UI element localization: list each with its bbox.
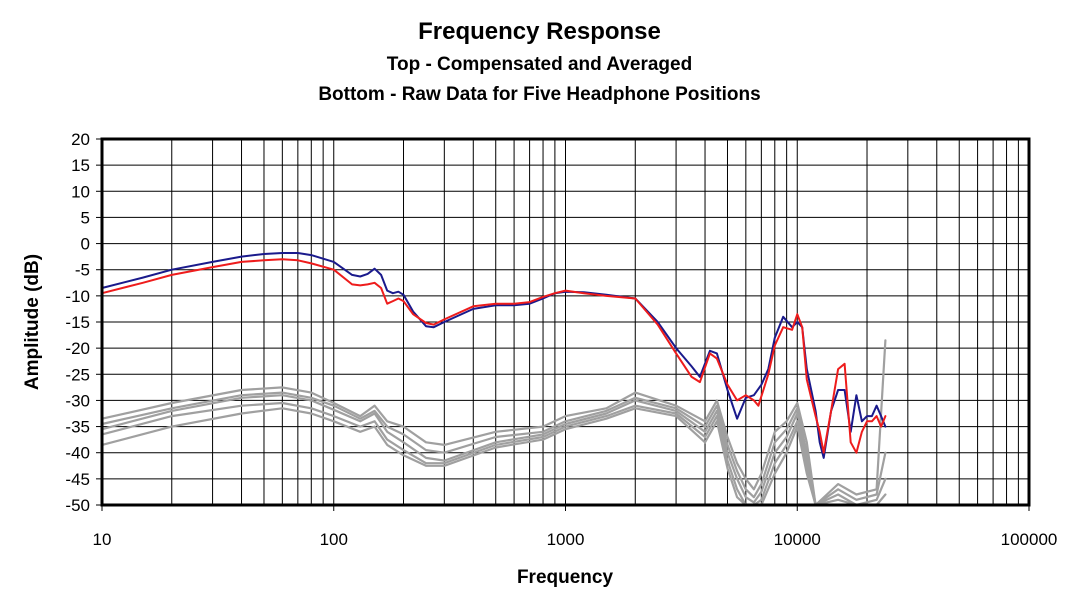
y-tick-label: -45 [65,470,90,489]
x-tick-label: 1000 [547,530,585,549]
y-tick-label: 10 [71,182,90,201]
y-tick-label: -25 [65,365,90,384]
grid-lines [101,138,1029,506]
x-tick-label: 100 [320,530,348,549]
averaged-series-line [101,258,887,454]
chart-subtitle-bottom: Bottom - Raw Data for Five Headphone Pos… [318,84,761,105]
y-tick-label: 15 [71,156,90,175]
x-tick-label: 10000 [774,530,821,549]
y-tick-label: -15 [65,313,90,332]
x-axis-ticks: 10 100 1000 10000 100000 [93,505,1058,549]
y-tick-label: -20 [65,339,90,358]
y-tick-label: 0 [81,235,90,254]
raw-data-series-line [100,407,887,507]
y-tick-label: 20 [71,130,90,149]
x-axis-label: Frequency [517,567,614,588]
series-layer [100,252,887,507]
y-tick-label: -40 [65,444,90,463]
y-tick-label: -50 [65,496,90,515]
x-tick-label: 10 [93,530,112,549]
raw-data-series-line [100,401,887,507]
y-tick-label: -10 [65,287,90,306]
raw-data-series-line [100,394,887,507]
y-tick-label: -5 [75,261,90,280]
y-axis-label: Amplitude (dB) [22,254,43,390]
raw-data-series-line [100,339,887,507]
y-tick-label: -35 [65,418,90,437]
chart-title: Frequency Response [418,18,661,45]
y-tick-label: 5 [81,208,90,227]
y-tick-label: -30 [65,391,90,410]
y-axis-ticks: 20 15 10 5 0 -5 -10 -15 -20 -25 -30 -35 -40 -45 -50 [65,130,102,515]
x-tick-label: 100000 [1001,530,1058,549]
averaged-series-line [101,252,887,459]
chart-subtitle-top: Top - Compensated and Averaged [386,54,693,75]
